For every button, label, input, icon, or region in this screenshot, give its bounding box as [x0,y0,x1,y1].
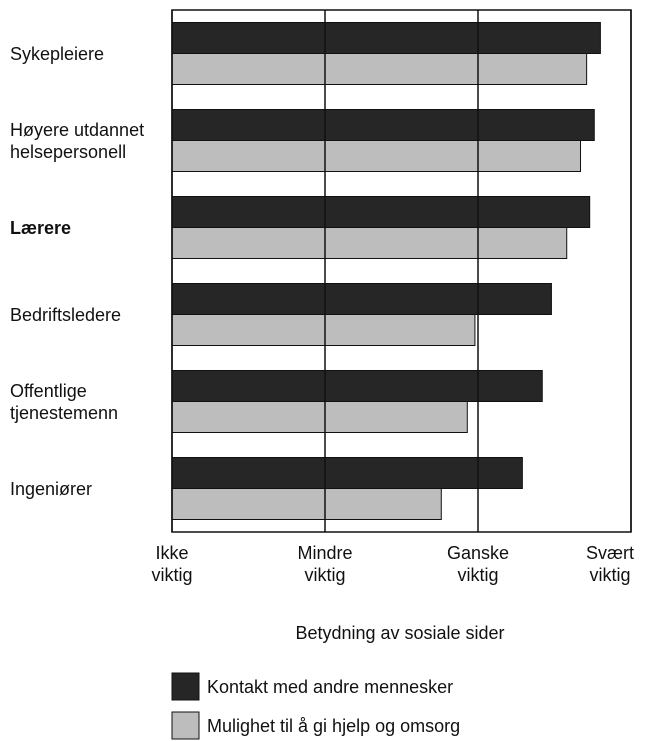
bar [171,227,568,259]
legend-swatch [171,711,200,740]
bar [171,370,543,402]
category-label: Lærere [10,217,72,238]
bar [171,314,476,346]
bar [171,22,601,54]
bar [171,140,582,172]
bar [171,53,588,85]
category-label: Bedriftsledere [10,304,122,325]
bar [171,457,523,489]
bar [171,401,468,433]
bar [171,488,442,520]
legend-swatch [171,672,200,701]
category-label: Ingeniører [10,478,93,499]
legend-label: Kontakt med andre mennesker [207,677,454,697]
x-tick-label: Svært viktig [585,543,634,585]
category-label: Sykepleiere [10,43,105,64]
bar [171,283,552,315]
x-tick-label: Ganske viktig [446,543,510,585]
x-tick-label: Ikke viktig [151,543,193,585]
bar [171,109,595,141]
bar [171,196,591,228]
category-label: Offentlige tjenestemenn [10,380,119,423]
category-label: Høyere utdannet helsepersonell [10,119,145,162]
legend-label: Mulighet til å gi hjelp og omsorg [207,716,461,736]
plot-frame [171,9,632,533]
x-tick-label: Mindre viktig [297,543,353,585]
x-axis-label: Betydning av sosiale sider [295,623,505,643]
